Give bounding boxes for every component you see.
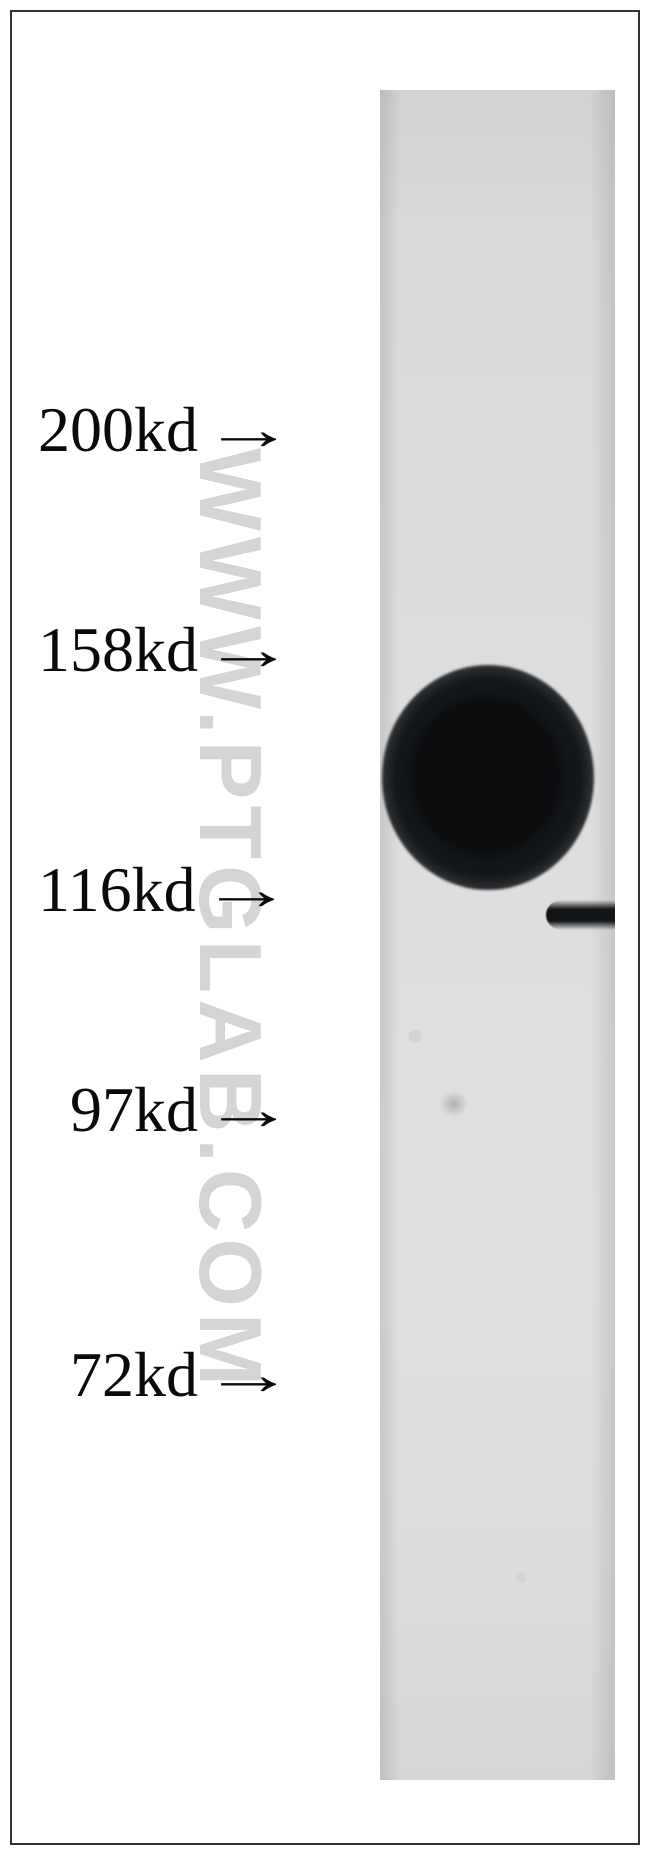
faint-spot xyxy=(440,1090,468,1118)
marker-label: 158kd xyxy=(38,613,198,687)
lane-noise xyxy=(380,90,615,1780)
marker-row: 72kd → xyxy=(70,1345,260,1405)
primary-band-core xyxy=(412,697,560,855)
marker-row: 200kd → xyxy=(38,400,260,460)
arrow-right-icon: → xyxy=(200,861,293,919)
arrow-right-icon: → xyxy=(202,1081,295,1139)
blot-lane xyxy=(380,90,615,1780)
marker-row: 158kd → xyxy=(38,620,260,680)
marker-label: 72kd xyxy=(70,1338,198,1412)
marker-row: 97kd → xyxy=(70,1080,260,1140)
marker-label: 116kd xyxy=(38,853,196,927)
marker-label: 97kd xyxy=(70,1073,198,1147)
arrow-right-icon: → xyxy=(202,1346,295,1404)
marker-row: 116kd → xyxy=(38,860,258,920)
marker-label: 200kd xyxy=(38,393,198,467)
arrow-right-icon: → xyxy=(202,621,295,679)
arrow-right-icon: → xyxy=(202,401,295,459)
secondary-band xyxy=(546,900,615,930)
